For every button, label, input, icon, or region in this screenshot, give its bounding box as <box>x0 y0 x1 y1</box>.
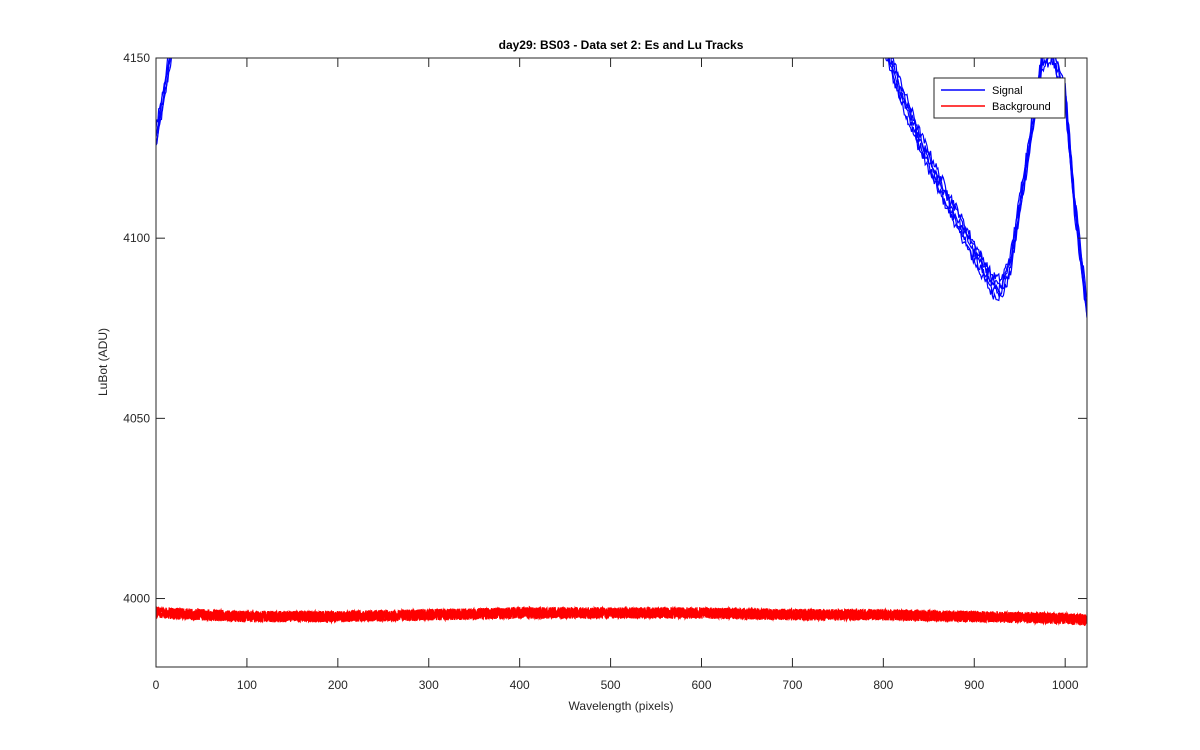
legend-label-background: Background <box>992 101 1051 113</box>
legend-box <box>933 77 1066 119</box>
tick-layer: 0 100 200 300 400 500 600 700 800 900 1000 4000 4050… <box>123 51 1087 692</box>
axes-box <box>155 57 1088 668</box>
chart-title: day29: BS03 - Data set 2: Es and Lu Trac… <box>499 38 744 52</box>
x-tick-label: 0 <box>153 678 160 692</box>
axes-background <box>156 58 1087 667</box>
y-tick-label: 4050 <box>123 411 150 425</box>
x-tick-label: 500 <box>601 678 621 692</box>
x-tick-label: 100 <box>237 678 257 692</box>
y-tick-label: 4150 <box>123 51 150 65</box>
x-tick-label: 800 <box>873 678 893 692</box>
x-tick-label: 700 <box>782 678 802 692</box>
series-layer <box>156 58 1087 626</box>
y-axis-label: LuBot (ADU) <box>96 328 110 396</box>
legend-label-signal: Signal <box>992 85 1023 97</box>
y-tick-label: 4100 <box>123 231 150 245</box>
x-tick-label: 600 <box>691 678 711 692</box>
x-tick-label: 200 <box>328 678 348 692</box>
background-track <box>156 605 1087 626</box>
x-tick-label: 300 <box>419 678 439 692</box>
x-tick-label: 1000 <box>1052 678 1079 692</box>
x-tick-label: 400 <box>510 678 530 692</box>
signal-track <box>156 58 1087 299</box>
x-axis-label: Wavelength (pixels) <box>569 699 674 713</box>
x-tick-label: 900 <box>964 678 984 692</box>
y-tick-label: 4000 <box>123 592 150 606</box>
legend: Signal Background <box>933 77 1066 119</box>
